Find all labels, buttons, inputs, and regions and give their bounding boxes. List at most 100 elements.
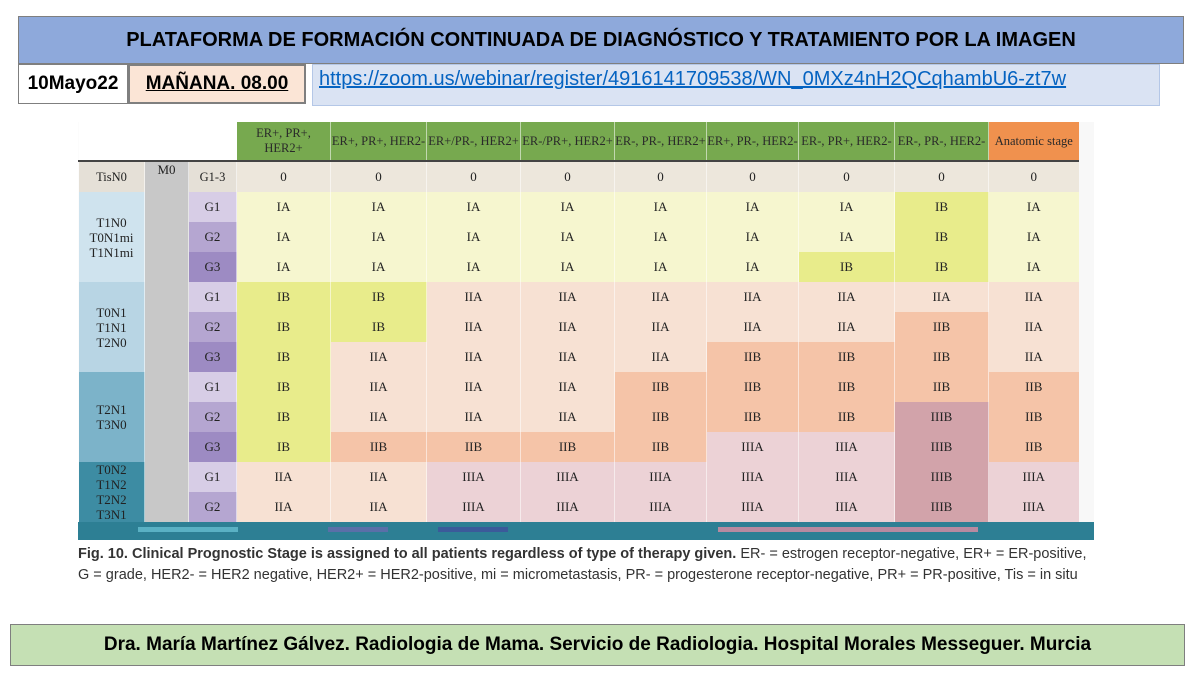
stage-cell: IIB [798,372,895,402]
stage-cell: IIIA [706,462,799,492]
caption-title: Fig. 10. Clinical Prognostic Stage is as… [78,546,737,562]
stage-cell: IIIA [706,432,799,462]
stage-cell: IIB [894,372,989,402]
session-date: 10Mayo22 [18,64,128,104]
stage-cell: IA [330,192,427,222]
row-label-grade: G3 [188,432,237,462]
stage-cell: IB [330,282,427,312]
stage-cell: IA [426,222,521,252]
stage-cell: IIIA [426,462,521,492]
stage-cell: IA [706,222,799,252]
row-label-grade: G2 [188,222,237,252]
stage-cell: IIB [988,432,1079,462]
row-label-grade: G1 [188,372,237,402]
stage-cell: 0 [614,161,707,192]
stage-cell: IA [520,192,615,222]
stage-cell: 0 [798,161,895,192]
row-label-grade: G2 [188,402,237,432]
stage-cell: IA [236,222,331,252]
header-blank-cell [78,122,145,162]
stage-cell: IB [236,372,331,402]
stage-cell: IA [520,252,615,282]
stage-cell: IIIB [894,462,989,492]
stage-cell: IA [798,192,895,222]
row-label-grade: G2 [188,312,237,342]
column-header: ER-, PR-, HER2- [894,122,989,162]
figure-caption: Fig. 10. Clinical Prognostic Stage is as… [78,544,1098,586]
stage-cell: IB [236,432,331,462]
page-title-banner: PLATAFORMA DE FORMACIÓN CONTINUADA DE DI… [18,16,1184,64]
column-header: ER-, PR+, HER2- [798,122,895,162]
stage-cell: IIIA [798,462,895,492]
stage-cell: IIIA [988,462,1079,492]
stage-cell: IA [614,222,707,252]
stage-cell: IIIA [706,492,799,522]
stage-cell: IB [894,222,989,252]
stage-cell: IIB [894,342,989,372]
row-group-label: T1N0 T0N1mi T1N1mi [78,192,145,282]
stage-cell: 0 [894,161,989,192]
stage-cell: IIA [988,312,1079,342]
author-footer: Dra. María Martínez Gálvez. Radiologia d… [10,624,1185,666]
stage-cell: IIIA [798,432,895,462]
stage-cell: IIB [330,432,427,462]
row-label-grade: G1 [188,462,237,492]
stage-cell: IIA [426,282,521,312]
zoom-webinar-link[interactable]: https://zoom.us/webinar/register/4916141… [312,64,1160,106]
stage-cell: IIA [520,372,615,402]
figure-bottom-bar [78,522,1094,540]
stage-cell: IIA [330,492,427,522]
stage-cell: IIA [988,282,1079,312]
row-label-grade: G1 [188,192,237,222]
stage-cell: IIB [426,432,521,462]
stage-cell: IA [330,222,427,252]
stage-cell: IIB [706,372,799,402]
stage-cell: IIIA [426,492,521,522]
stage-cell: IIIA [988,492,1079,522]
stage-cell: IIA [614,312,707,342]
stage-cell: IB [894,252,989,282]
stage-cell: IIA [706,282,799,312]
stage-cell: IIA [426,402,521,432]
stage-cell: 0 [426,161,521,192]
stage-cell: IB [894,192,989,222]
column-header: ER+, PR+, HER2+ [236,122,331,162]
stage-cell: IIA [706,312,799,342]
page-title: PLATAFORMA DE FORMACIÓN CONTINUADA DE DI… [126,28,1076,51]
session-time: MAÑANA. 08.00 [128,64,306,104]
stage-cell: IIA [426,372,521,402]
header-blank-cell [188,122,237,162]
staging-table: ER+, PR+, HER2+ ER+, PR+, HER2- ER+/PR-, H… [78,122,1079,522]
row-group-label: T2N1 T3N0 [78,372,145,462]
stage-cell: 0 [330,161,427,192]
row-label-grade: G1 [188,282,237,312]
row-label-grade: G3 [188,252,237,282]
stage-cell: IB [330,312,427,342]
stage-cell: 0 [988,161,1079,192]
stage-cell: IIA [236,462,331,492]
stage-cell: IIA [330,462,427,492]
stage-cell: IIIB [894,402,989,432]
stage-cell: IIB [614,402,707,432]
row-label-grade: G1-3 [188,161,237,192]
stage-cell: IA [988,222,1079,252]
stage-cell: IA [236,252,331,282]
stage-cell: IIA [520,312,615,342]
column-header: ER-, PR-, HER2+ [614,122,707,162]
staging-figure: ER+, PR+, HER2+ ER+, PR+, HER2- ER+/PR-, H… [78,122,1094,540]
stage-cell: IIIB [894,492,989,522]
stage-cell: IB [236,402,331,432]
row-label-t: TisN0 [78,161,145,192]
stage-cell: 0 [706,161,799,192]
stage-cell: IIB [706,402,799,432]
stage-cell: IA [988,252,1079,282]
column-header: ER+, PR+, HER2- [330,122,427,162]
stage-cell: 0 [236,161,331,192]
stage-cell: IA [520,222,615,252]
stage-cell: IA [614,252,707,282]
row-label-grade: G3 [188,342,237,372]
stage-cell: IIB [706,342,799,372]
stage-cell: IIIB [894,432,989,462]
stage-cell: IIA [798,282,895,312]
stage-cell: IIA [894,282,989,312]
